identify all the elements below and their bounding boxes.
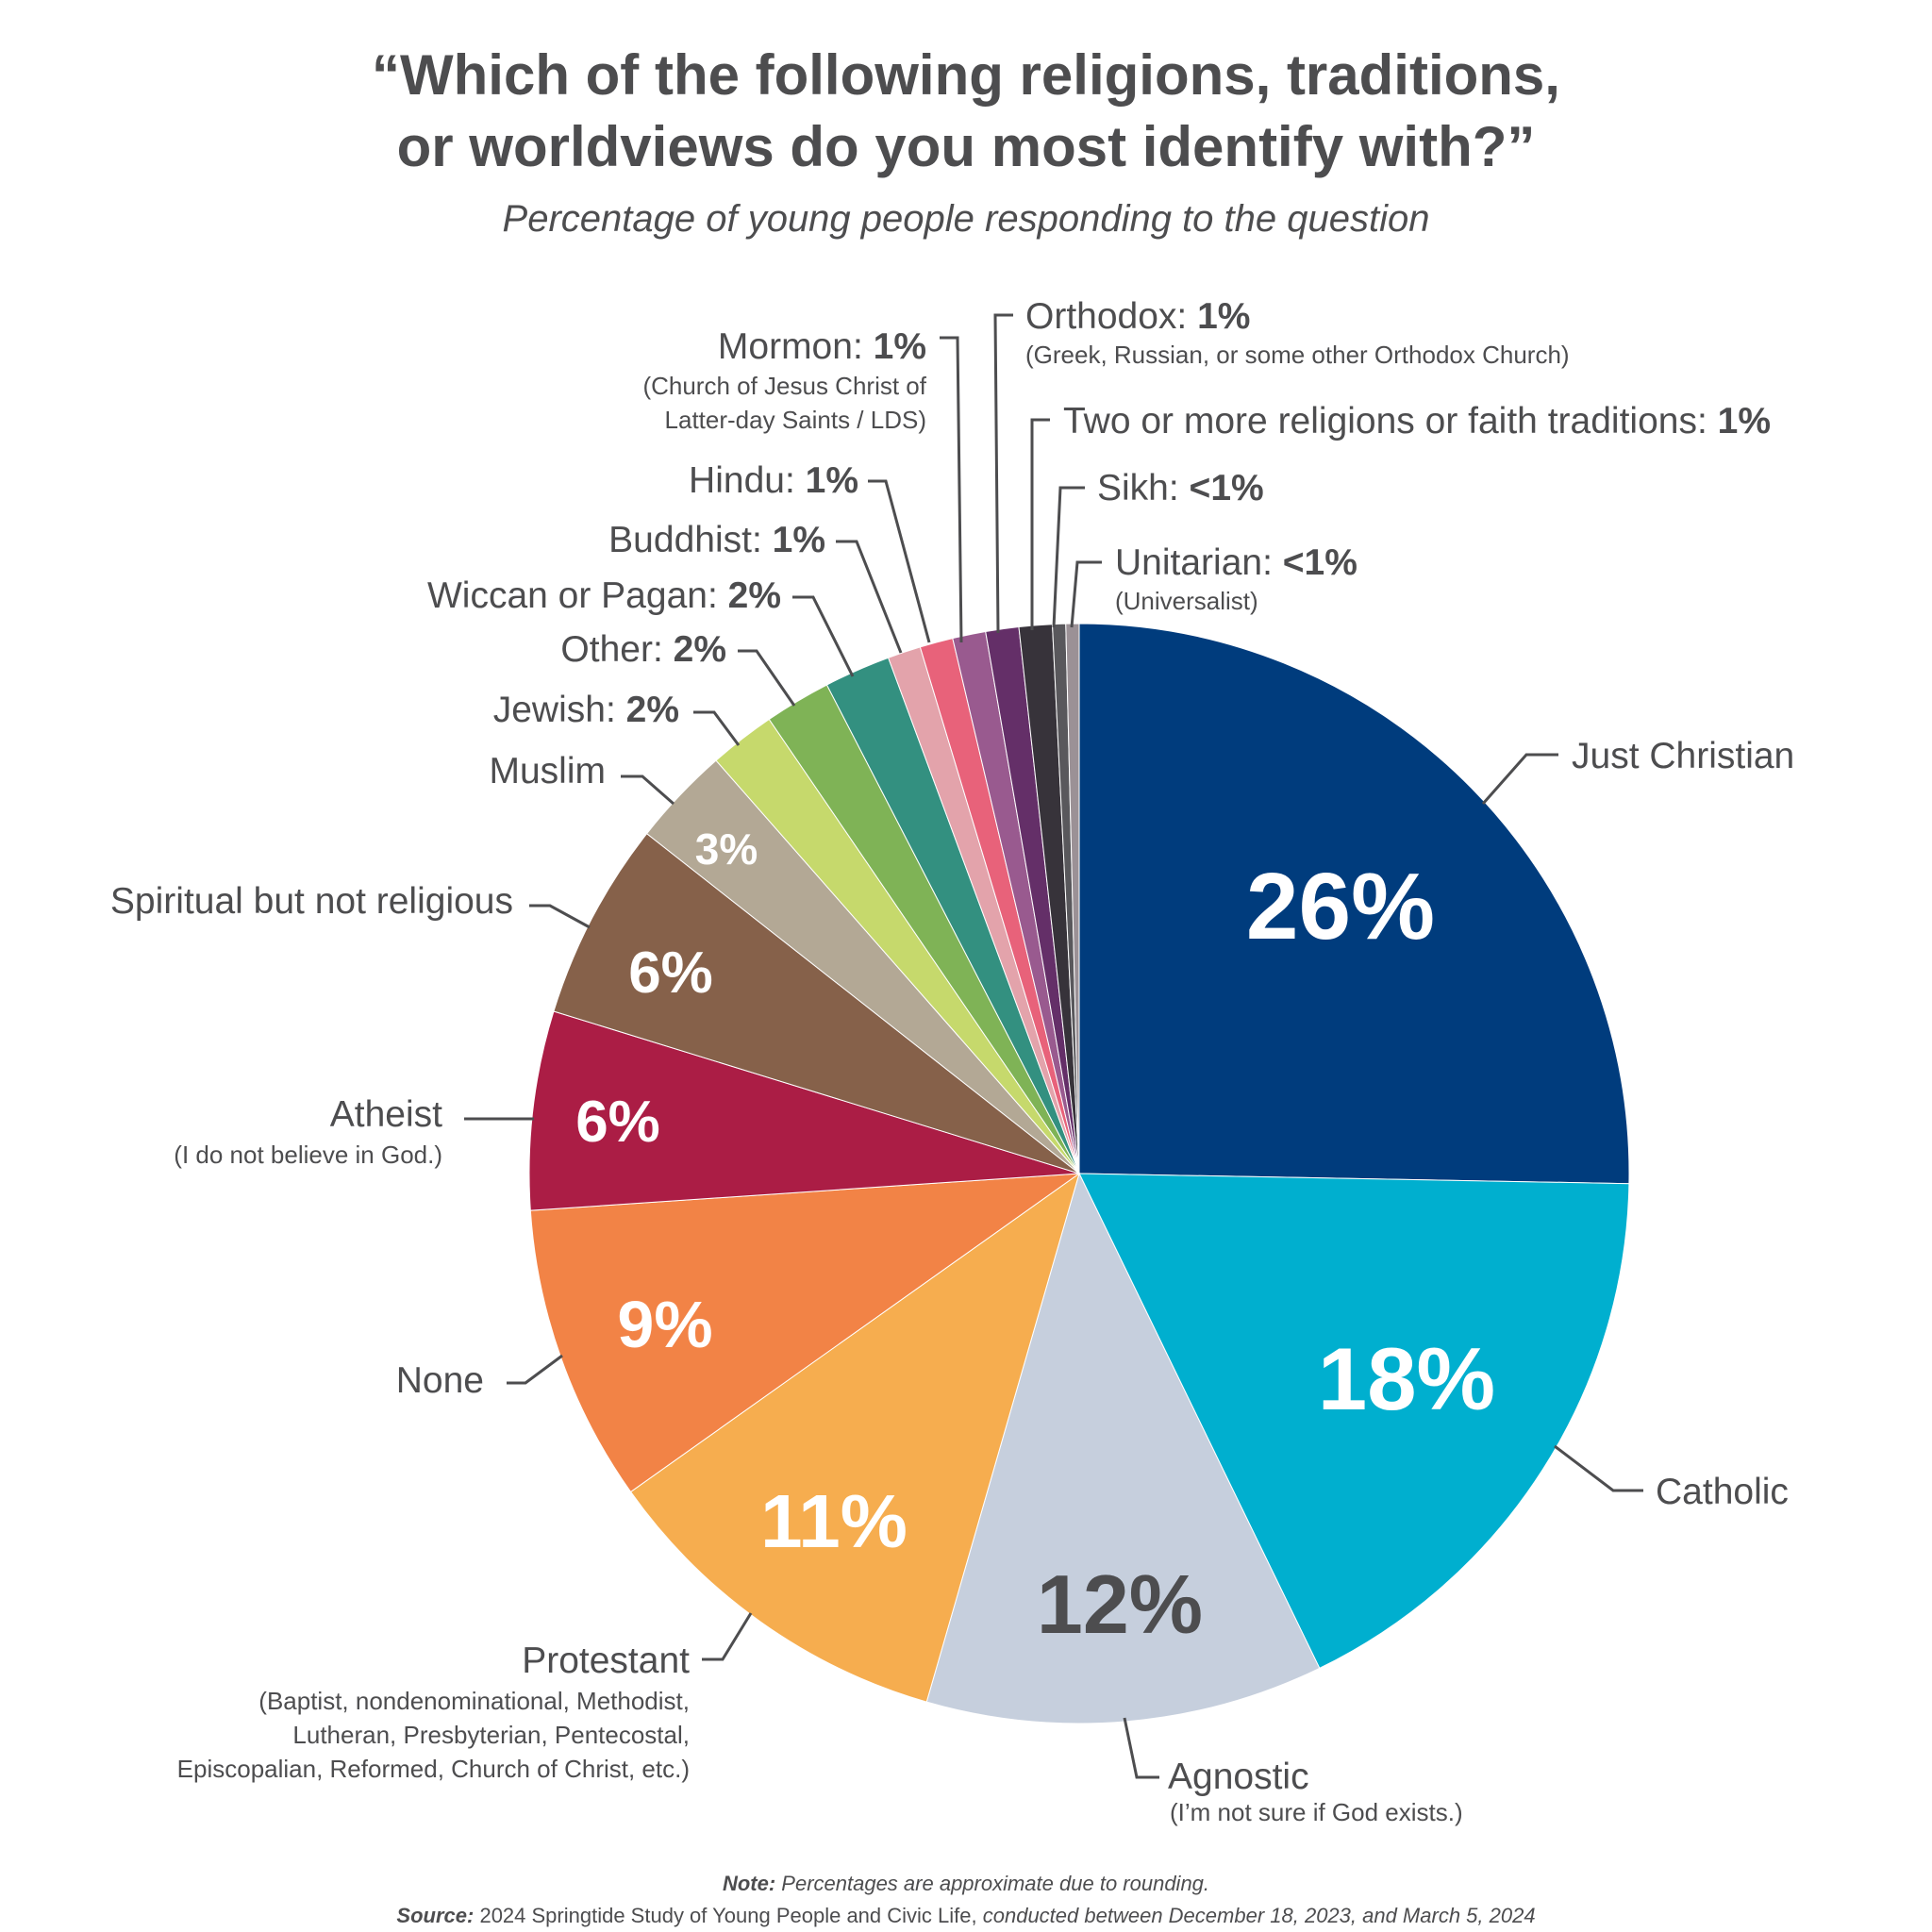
label-unitarian-name: Unitarian: bbox=[1115, 542, 1273, 583]
note-protestant-2: Lutheran, Presbyterian, Pentecostal, bbox=[292, 1721, 690, 1749]
note-orthodox: (Greek, Russian, or some other Orthodox … bbox=[1025, 341, 1570, 369]
label-orthodox: Orthodox: 1% bbox=[1025, 296, 1250, 337]
leader-catholic bbox=[1554, 1444, 1643, 1492]
chart-title-line2: or worldviews do you most identify with?… bbox=[397, 115, 1536, 178]
data-label-spiritual: 6% bbox=[628, 941, 713, 1006]
label-orthodox-name: Orthodox: bbox=[1025, 296, 1187, 337]
footer-note-text: Percentages are approximate due to round… bbox=[775, 1872, 1209, 1895]
pie-slice-catholic bbox=[1078, 1173, 1630, 1670]
label-hindu-value: 1% bbox=[806, 460, 858, 501]
label-sikh-name: Sikh: bbox=[1097, 468, 1179, 508]
label-mormon-value: 1% bbox=[874, 326, 926, 367]
footer-source-label: Source: bbox=[396, 1904, 474, 1927]
data-label-protestant: 11% bbox=[760, 1479, 908, 1563]
label-atheist: Atheist bbox=[330, 1094, 442, 1135]
label-unitarian: Unitarian: <1% bbox=[1115, 542, 1357, 583]
data-label-muslim: 3% bbox=[695, 824, 758, 874]
label-muslim: Muslim bbox=[490, 751, 607, 791]
label-wiccan-value: 2% bbox=[728, 575, 781, 616]
note-protestant-3: Episcopalian, Reformed, Church of Christ… bbox=[177, 1755, 690, 1783]
label-unitarian-value: <1% bbox=[1283, 542, 1357, 583]
leader-orthodox bbox=[993, 313, 1013, 634]
label-buddhist: Buddhist: 1% bbox=[608, 520, 825, 560]
note-mormon-1: (Church of Jesus Christ of bbox=[642, 372, 926, 400]
leader-hindu bbox=[868, 479, 931, 643]
leader-unitarian bbox=[1070, 560, 1102, 628]
label-none: None bbox=[396, 1360, 484, 1401]
label-buddhist-value: 1% bbox=[773, 520, 825, 560]
leader-other bbox=[738, 649, 796, 707]
label-two-or-more-value: 1% bbox=[1718, 401, 1771, 441]
label-spiritual: Spiritual but not religious bbox=[110, 881, 513, 922]
leader-none bbox=[507, 1354, 563, 1385]
label-other-name: Other: bbox=[560, 629, 662, 670]
label-just-christian: Just Christian bbox=[1572, 736, 1794, 776]
leader-protestant bbox=[702, 1612, 753, 1661]
note-unitarian: (Universalist) bbox=[1115, 587, 1258, 615]
leader-jewish bbox=[693, 710, 741, 746]
data-label-catholic: 18% bbox=[1318, 1329, 1495, 1428]
leader-just-christian bbox=[1481, 753, 1558, 805]
leader-mormon bbox=[940, 336, 963, 643]
label-other-value: 2% bbox=[674, 629, 726, 670]
label-sikh: Sikh: <1% bbox=[1097, 468, 1264, 508]
leader-spiritual bbox=[529, 904, 591, 929]
data-label-agnostic: 12% bbox=[1037, 1557, 1203, 1651]
pie-slice-spiritual-but-not-religious bbox=[553, 832, 1080, 1174]
data-label-just-christian: 26% bbox=[1246, 854, 1435, 959]
pie-slice-atheist bbox=[528, 1010, 1080, 1211]
footer-source-text: 2024 Springtide Study of Young People an… bbox=[474, 1904, 976, 1927]
note-mormon-2: Latter-day Saints / LDS) bbox=[665, 406, 926, 434]
label-other: Other: 2% bbox=[560, 629, 726, 670]
leader-two-or-more bbox=[1030, 418, 1050, 630]
footer-note-label: Note: bbox=[723, 1872, 775, 1895]
label-two-or-more: Two or more religions or faith tradition… bbox=[1063, 401, 1771, 441]
chart-subtitle: Percentage of young people responding to… bbox=[503, 198, 1430, 240]
label-wiccan: Wiccan or Pagan: 2% bbox=[427, 575, 781, 616]
label-mormon: Mormon: 1% bbox=[718, 326, 926, 367]
label-wiccan-name: Wiccan or Pagan: bbox=[427, 575, 718, 616]
label-orthodox-value: 1% bbox=[1197, 296, 1250, 337]
leader-agnostic bbox=[1123, 1717, 1159, 1779]
leader-lines bbox=[464, 313, 1643, 1779]
label-jewish-value: 2% bbox=[626, 690, 679, 730]
footer-source: Source: 2024 Springtide Study of Young P… bbox=[396, 1904, 1535, 1927]
label-hindu-name: Hindu: bbox=[689, 460, 795, 501]
data-label-atheist: 6% bbox=[575, 1090, 660, 1155]
footer-source-dates: conducted between December 18, 2023, and… bbox=[977, 1904, 1536, 1927]
leader-buddhist bbox=[836, 540, 903, 654]
note-agnostic: (I’m not sure if God exists.) bbox=[1170, 1798, 1463, 1826]
pie-slice-just-christian bbox=[1078, 623, 1630, 1185]
note-protestant-1: (Baptist, nondenominational, Methodist, bbox=[258, 1687, 690, 1715]
label-jewish: Jewish: 2% bbox=[493, 690, 679, 730]
leader-muslim bbox=[621, 774, 675, 806]
note-atheist: (I do not believe in God.) bbox=[174, 1141, 442, 1169]
label-hindu: Hindu: 1% bbox=[689, 460, 858, 501]
leader-sikh bbox=[1052, 486, 1085, 628]
pie-slices bbox=[528, 623, 1630, 1724]
label-two-or-more-name: Two or more religions or faith tradition… bbox=[1063, 401, 1707, 441]
label-protestant: Protestant bbox=[522, 1641, 690, 1681]
label-catholic: Catholic bbox=[1656, 1472, 1789, 1512]
chart-title-line1: “Which of the following religions, tradi… bbox=[372, 43, 1560, 107]
label-agnostic: Agnostic bbox=[1168, 1757, 1309, 1797]
label-mormon-name: Mormon: bbox=[718, 326, 863, 367]
footer-note: Note: Percentages are approximate due to… bbox=[723, 1872, 1209, 1895]
label-buddhist-name: Buddhist: bbox=[608, 520, 762, 560]
label-sikh-value: <1% bbox=[1190, 468, 1264, 508]
pie-slice-protestant bbox=[629, 1172, 1080, 1703]
leader-wiccan bbox=[792, 595, 855, 677]
data-label-none: 9% bbox=[617, 1288, 712, 1361]
label-jewish-name: Jewish: bbox=[493, 690, 616, 730]
